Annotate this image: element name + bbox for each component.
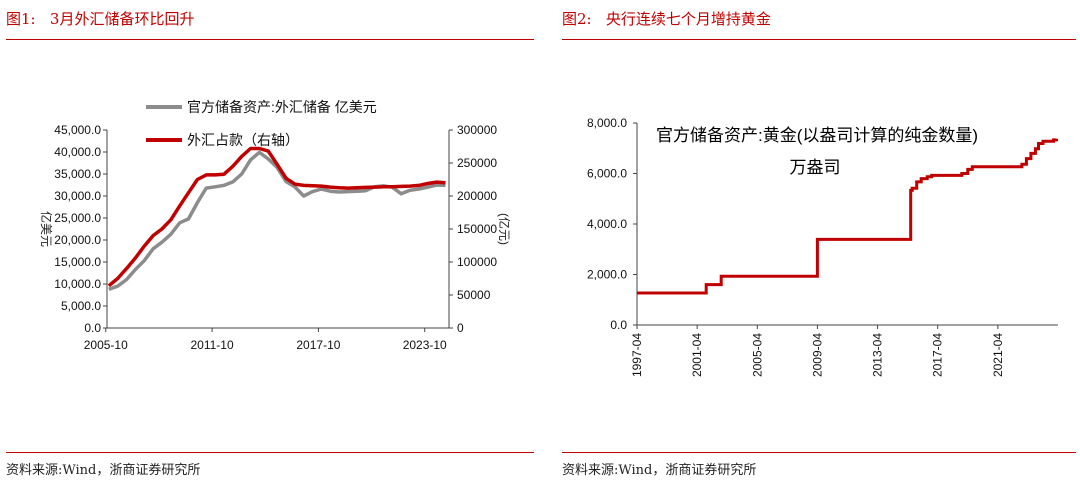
series-line-gold: [637, 138, 1058, 295]
y-tick-label-right: 0: [457, 321, 464, 335]
figure-2-source: 资料来源:Wind，浙商证券研究所: [562, 463, 757, 478]
x-tick-label: 2023-10: [403, 338, 447, 352]
x-tick-label: 2021-04: [991, 333, 1005, 377]
chart-1-fx-reserves: 0.0 5,000.0 10,000.0 15,000.0 20,000.0 25,000…: [39, 99, 512, 352]
x-tick-label: 2001-04: [690, 333, 704, 377]
x-tick-label: 2005-04: [750, 333, 764, 377]
y-tick-label-right: 50000: [457, 288, 491, 302]
figure-2-title-rule: [562, 39, 1076, 40]
y-tick-label-left: 10,000.0: [54, 277, 101, 291]
figure-1-title-rule: [6, 39, 534, 40]
y-axis-label-left: 亿美元: [39, 211, 54, 247]
figure-1: 图1: 3月外汇储备环比回升 0.0 5,000.0 10,000.0 15,000.…: [6, 10, 534, 478]
y-tick-label-left: 35,000.0: [54, 167, 101, 181]
y-tick-label-left: 45,000.0: [54, 123, 101, 137]
y-tick-label-right: 300000: [457, 123, 497, 137]
series-line-fx-reserves: [108, 150, 446, 291]
y-tick-label-left: 25,000.0: [54, 211, 101, 225]
y-tick-label: 6,000.0: [587, 167, 627, 181]
figure-2-caption: 图2: 央行连续七个月增持黄金: [562, 10, 771, 28]
y-tick-label-right: 100000: [457, 255, 497, 269]
x-tick-label: 2005-10: [84, 338, 128, 352]
figure-1-source: 资料来源:Wind，浙商证券研究所: [6, 463, 201, 478]
figure-2-source-rule: [562, 452, 1076, 453]
y-tick-label: 8,000.0: [587, 116, 627, 130]
x-tick-label: 2013-04: [871, 333, 885, 377]
y-tick-label-left: 5,000.0: [61, 299, 101, 313]
series-line-fx-funds: [107, 146, 446, 288]
y-axis-label-right: (亿元): [497, 213, 512, 245]
figure-1-caption: 图1: 3月外汇储备环比回升: [6, 10, 195, 28]
x-tick-label: 1997-04: [630, 333, 644, 377]
y-tick-label-right: 150000: [457, 222, 497, 236]
y-tick-label-left: 20,000.0: [54, 233, 101, 247]
x-tick-label: 2011-10: [191, 338, 234, 352]
x-tick-label: 2017-04: [931, 333, 945, 377]
y-tick-label-left: 0.0: [84, 321, 101, 335]
chart-title: 官方储备资产:黄金(以盎司计算的纯金数量): [656, 126, 978, 145]
chart-2-gold-reserves: 0.0 2,000.0 4,000.0 6,000.0 8,000.0 1997-04 20…: [587, 116, 1058, 377]
figure-1-source-rule: [6, 452, 534, 453]
x-tick-label: 2017-10: [296, 338, 340, 352]
y-tick-label: 0.0: [610, 318, 627, 332]
y-tick-label: 4,000.0: [587, 217, 627, 231]
figure-2: 图2: 央行连续七个月增持黄金 0.0 2,000.0 4,000.0 6,000.0…: [556, 0, 1080, 493]
legend-label: 外汇占款（右轴）: [187, 132, 299, 148]
y-tick-label-left: 30,000.0: [54, 189, 101, 203]
y-tick-label-right: 250000: [457, 156, 497, 170]
y-tick-label-left: 40,000.0: [54, 145, 101, 159]
y-tick-label: 2,000.0: [587, 268, 627, 282]
y-tick-label-left: 15,000.0: [54, 255, 101, 269]
legend-label: 官方储备资产:外汇储备 亿美元: [187, 99, 377, 115]
chart-subtitle: 万盎司: [790, 158, 841, 177]
x-tick-label: 2009-04: [810, 333, 824, 377]
y-tick-label-right: 200000: [457, 189, 497, 203]
